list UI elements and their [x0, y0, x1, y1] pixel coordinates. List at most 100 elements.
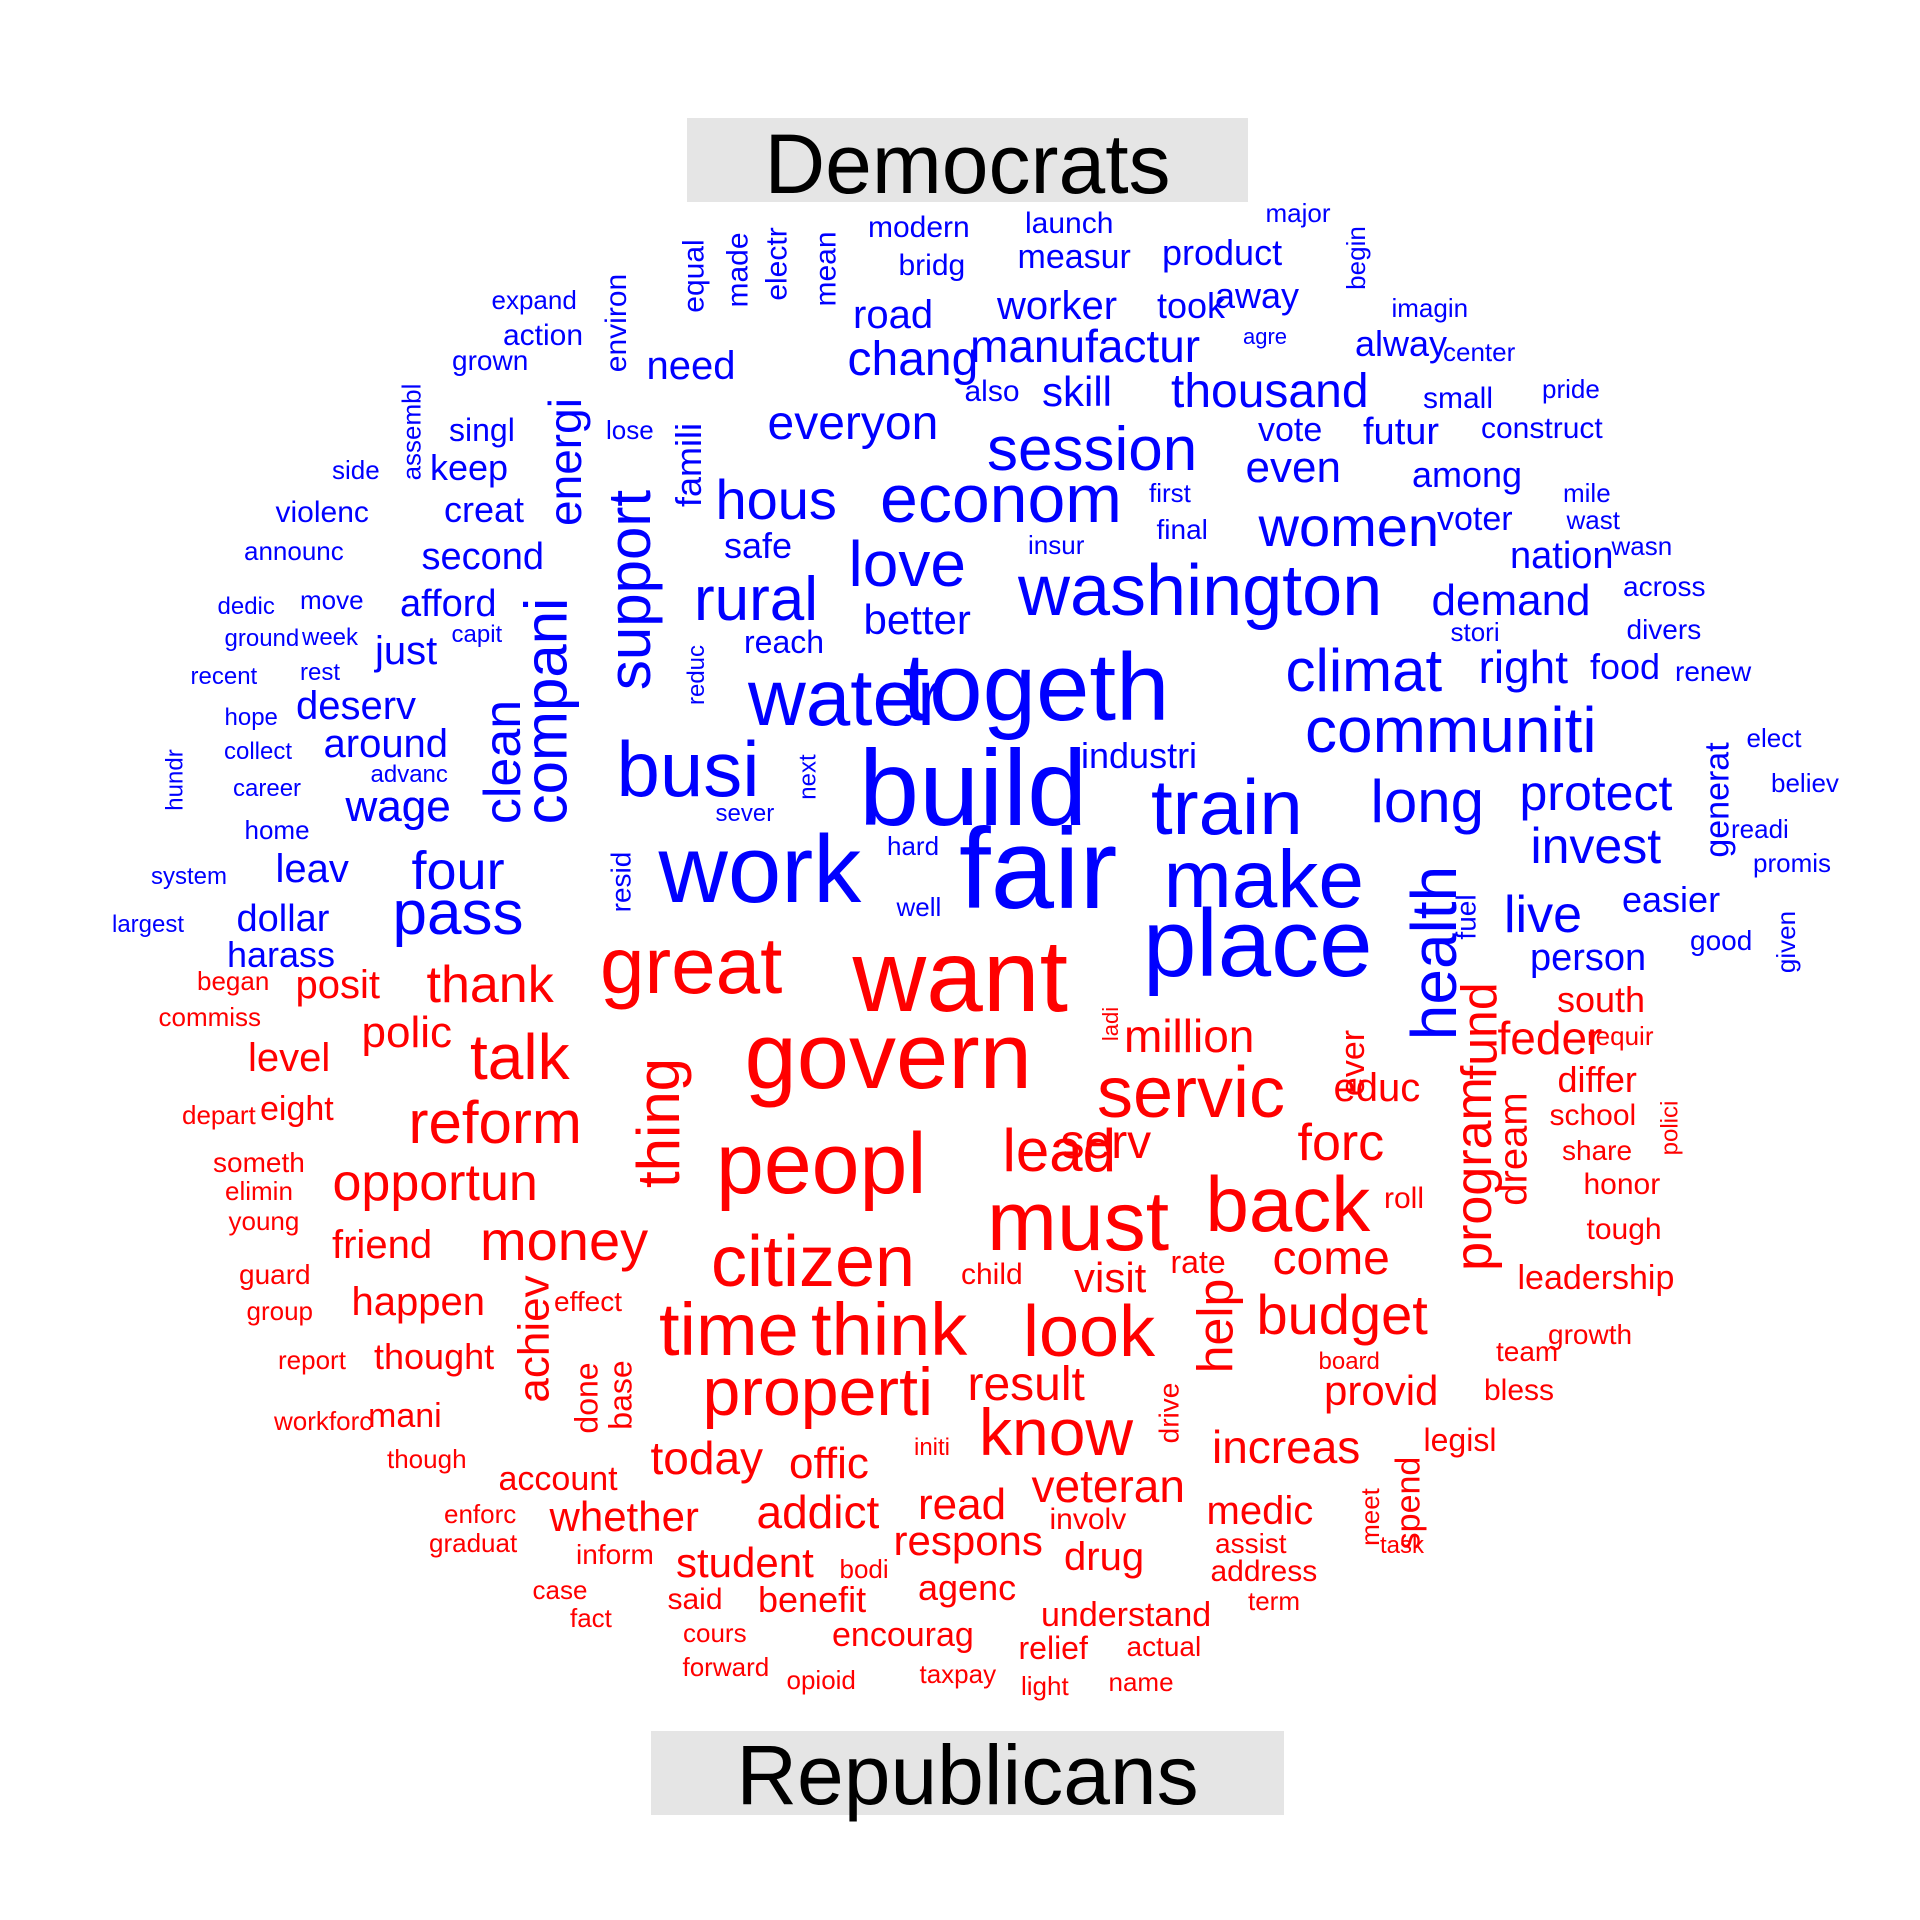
republican-word-budget: budget	[1256, 1283, 1428, 1346]
democrat-word-energi: energi	[538, 398, 591, 526]
democrat-word-agre: agre	[1243, 324, 1288, 349]
democrat-word-readi: readi	[1731, 814, 1789, 844]
democrat-word-final: final	[1156, 514, 1208, 545]
republican-word-initi: initi	[914, 1434, 951, 1461]
republican-word-offic: offic	[789, 1439, 869, 1488]
democrat-word-renew: renew	[1675, 656, 1752, 687]
democrat-word-afford: afford	[400, 583, 497, 625]
republican-word-medic: medic	[1206, 1489, 1314, 1533]
democrat-word-largest: largest	[112, 911, 185, 938]
democrat-word-construct: construct	[1481, 412, 1603, 445]
democrat-word-ground: ground	[224, 625, 300, 652]
democrat-word-center: center	[1443, 337, 1516, 367]
republican-word-agenc: agenc	[918, 1567, 1017, 1608]
republican-word-ever: ever	[1334, 1029, 1373, 1097]
democrat-word-away: away	[1215, 275, 1300, 316]
republican-word-assist: assist	[1215, 1528, 1287, 1559]
democrat-word-industri: industri	[1081, 735, 1198, 776]
democrat-word-right: right	[1478, 641, 1568, 693]
democrat-word-women: women	[1258, 495, 1440, 558]
democrat-word-road: road	[853, 293, 934, 337]
republican-word-mani: mani	[368, 1397, 442, 1435]
republican-word-roll: roll	[1384, 1182, 1425, 1215]
republican-word-posit: posit	[295, 963, 381, 1007]
republican-word-commiss: commiss	[158, 1002, 262, 1032]
republican-word-addict: addict	[756, 1486, 880, 1538]
democrat-word-make: make	[1163, 834, 1365, 925]
democrat-word-environ: environ	[600, 273, 634, 373]
democrat-word-climat: climat	[1285, 637, 1443, 704]
democrat-word-voter: voter	[1437, 500, 1513, 538]
democrat-word-dedic: dedic	[217, 593, 275, 620]
republican-word-great: great	[600, 921, 783, 1010]
republican-word-lead: lead	[1002, 1117, 1116, 1184]
republican-word-result: result	[967, 1358, 1085, 1411]
republican-word-thought: thought	[374, 1336, 495, 1377]
democrat-word-elect: elect	[1746, 723, 1802, 753]
republican-word-respons: respons	[893, 1517, 1043, 1564]
republican-word-bless: bless	[1484, 1374, 1555, 1407]
democrat-word-expand: expand	[491, 285, 577, 315]
republican-word-name: name	[1108, 1667, 1174, 1697]
democrat-word-harass: harass	[227, 934, 336, 975]
republican-word-actual: actual	[1126, 1631, 1202, 1662]
republican-word-depart: depart	[182, 1100, 256, 1130]
democrat-word-rest: rest	[300, 659, 341, 686]
republican-word-rate: rate	[1170, 1244, 1226, 1280]
republican-word-involv: involv	[1049, 1503, 1127, 1536]
republican-word-inform: inform	[576, 1539, 654, 1570]
democrat-word-better: better	[863, 596, 971, 643]
democrat-word-worker: worker	[997, 284, 1118, 328]
democrat-word-clean: clean	[474, 699, 533, 825]
democrat-word-stori: stori	[1450, 617, 1500, 647]
democrat-word-equal: equal	[677, 239, 711, 313]
republican-word-money: money	[480, 1209, 649, 1272]
democrat-word-water: water	[748, 653, 944, 742]
republican-word-drug: drug	[1064, 1535, 1145, 1579]
democrat-word-work: work	[658, 816, 862, 923]
republican-word-opportun: opportun	[332, 1154, 538, 1212]
republican-word-someth: someth	[213, 1147, 305, 1178]
democrat-word-given: given	[1771, 910, 1802, 974]
democrat-word-protect: protect	[1519, 765, 1673, 821]
republican-word-polici: polici	[1655, 1100, 1683, 1156]
republican-word-level: level	[248, 1036, 331, 1080]
democrat-word-communiti: communiti	[1305, 694, 1597, 766]
republican-word-done: done	[568, 1362, 605, 1434]
democrat-word-nation: nation	[1510, 535, 1614, 577]
democrat-word-safe: safe	[724, 525, 793, 566]
republican-word-benefit: benefit	[758, 1579, 867, 1620]
democrat-word-four: four	[411, 841, 505, 901]
democrat-word-reach: reach	[744, 624, 825, 660]
democrat-word-wasn: wasn	[1611, 531, 1673, 561]
republican-word-fact: fact	[570, 1603, 612, 1633]
republican-word-effect: effect	[554, 1286, 622, 1317]
democrat-word-singl: singl	[449, 412, 515, 448]
democrat-word-econom: econom	[880, 461, 1122, 537]
democrat-word-electr: electr	[760, 227, 794, 301]
democrat-word-busi: busi	[616, 725, 760, 813]
republican-word-polic: polic	[361, 1008, 453, 1057]
republican-word-differ: differ	[1557, 1059, 1637, 1100]
democrat-word-action: action	[503, 319, 584, 352]
republican-word-school: school	[1549, 1099, 1637, 1132]
democrat-word-system: system	[151, 863, 228, 890]
republican-word-visit: visit	[1074, 1254, 1147, 1301]
republican-word-know: know	[979, 1395, 1134, 1469]
democrat-word-everyon: everyon	[767, 397, 939, 450]
democrat-word-pass: pass	[392, 879, 524, 948]
republican-word-think: think	[811, 1288, 968, 1371]
democrat-word-recent: recent	[190, 663, 258, 690]
republican-word-light: light	[1021, 1671, 1069, 1701]
democrat-word-announc: announc	[244, 536, 344, 566]
republican-word-elimin: elimin	[225, 1176, 293, 1206]
republican-word-report: report	[278, 1345, 346, 1375]
democrat-word-collect: collect	[224, 738, 293, 765]
democrat-word-around: around	[323, 722, 449, 766]
republican-word-eight: eight	[260, 1090, 334, 1128]
democrat-word-washington: washington	[1018, 551, 1383, 631]
republican-word-increas: increas	[1212, 1421, 1361, 1473]
republican-word-educ: educ	[1333, 1066, 1421, 1110]
republican-word-forward: forward	[682, 1652, 770, 1682]
republican-word-south: south	[1557, 979, 1646, 1020]
